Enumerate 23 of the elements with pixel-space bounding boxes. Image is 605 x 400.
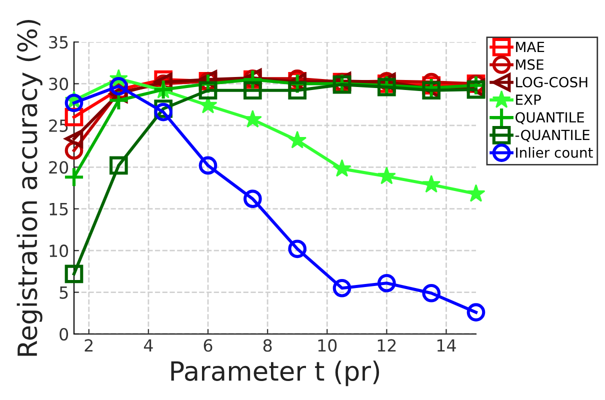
y-axis-title: Registration accuracy (%) — [16, 20, 42, 356]
x-tick-label: 2 — [84, 339, 93, 352]
y-tick-label: 30 — [49, 78, 68, 90]
legend-label: QUANTILE — [516, 112, 584, 124]
y-tick-label: 5 — [60, 286, 68, 299]
x-tick-label: 10 — [318, 339, 337, 352]
y-tick-label: 35 — [49, 36, 68, 49]
y-tick-label: 15 — [50, 203, 68, 216]
legend-label: Inlier count — [516, 147, 593, 158]
x-tick-label: 14 — [437, 339, 456, 352]
legend-label: EXP — [516, 94, 541, 105]
legend-label: LOG-COSH — [516, 76, 588, 88]
legend-label: MAE — [516, 42, 544, 52]
y-tick-label: 20 — [49, 161, 68, 174]
x-tick-label: 6 — [204, 339, 212, 352]
y-tick-label: 0 — [60, 328, 68, 341]
x-tick-label: 4 — [144, 339, 153, 352]
x-axis-title: Parameter t (pr) — [171, 360, 380, 386]
legend-label: -QUANTILE — [515, 130, 590, 142]
legend-label: MSE — [516, 59, 544, 70]
x-tick-label: 12 — [378, 339, 396, 352]
y-tick-label: 10 — [50, 244, 68, 258]
x-tick-label: 8 — [263, 339, 272, 352]
